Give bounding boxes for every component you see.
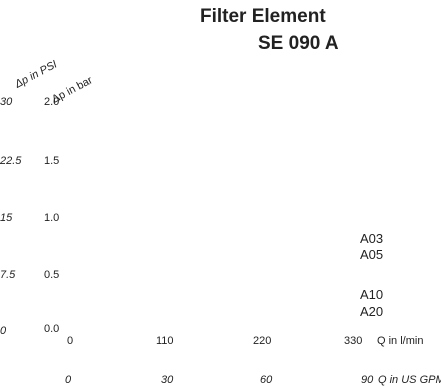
series-label-a20: A20 bbox=[360, 304, 384, 319]
x-tick-lmin: 330 bbox=[344, 335, 363, 347]
y-tick-psi: 30 bbox=[0, 96, 13, 108]
y-tick-bar: 1.5 bbox=[44, 155, 60, 167]
x-axis-label-usgpm: Q in US GPM bbox=[378, 374, 441, 386]
x-tick-usgpm: 60 bbox=[260, 374, 273, 386]
x-tick-usgpm: 30 bbox=[161, 374, 174, 386]
x-tick-lmin: 110 bbox=[156, 335, 174, 347]
x-axis-label-lmin: Q in l/min bbox=[377, 335, 424, 347]
y-tick-psi: 0 bbox=[0, 325, 7, 337]
x-tick-usgpm: 0 bbox=[65, 374, 72, 386]
series-label-a05: A05 bbox=[360, 247, 384, 262]
y-tick-bar: 0.5 bbox=[44, 269, 60, 281]
x-tick-lmin: 0 bbox=[67, 335, 74, 347]
y-tick-psi: 22.5 bbox=[0, 155, 22, 167]
chart-title-line-1: Filter Element bbox=[200, 6, 326, 27]
y-tick-bar: 0.0 bbox=[44, 323, 60, 335]
series-label-a03: A03 bbox=[360, 231, 384, 246]
y-tick-bar: 2.0 bbox=[44, 96, 60, 108]
chart-title-line-2: SE 090 A bbox=[258, 33, 339, 54]
y-tick-bar: 1.0 bbox=[44, 212, 60, 224]
y-tick-psi: 15 bbox=[0, 212, 13, 224]
x-tick-lmin: 220 bbox=[253, 335, 272, 347]
x-tick-usgpm: 90 bbox=[361, 374, 374, 386]
y-tick-psi: 7.5 bbox=[0, 269, 16, 281]
series-label-a10: A10 bbox=[360, 287, 384, 302]
